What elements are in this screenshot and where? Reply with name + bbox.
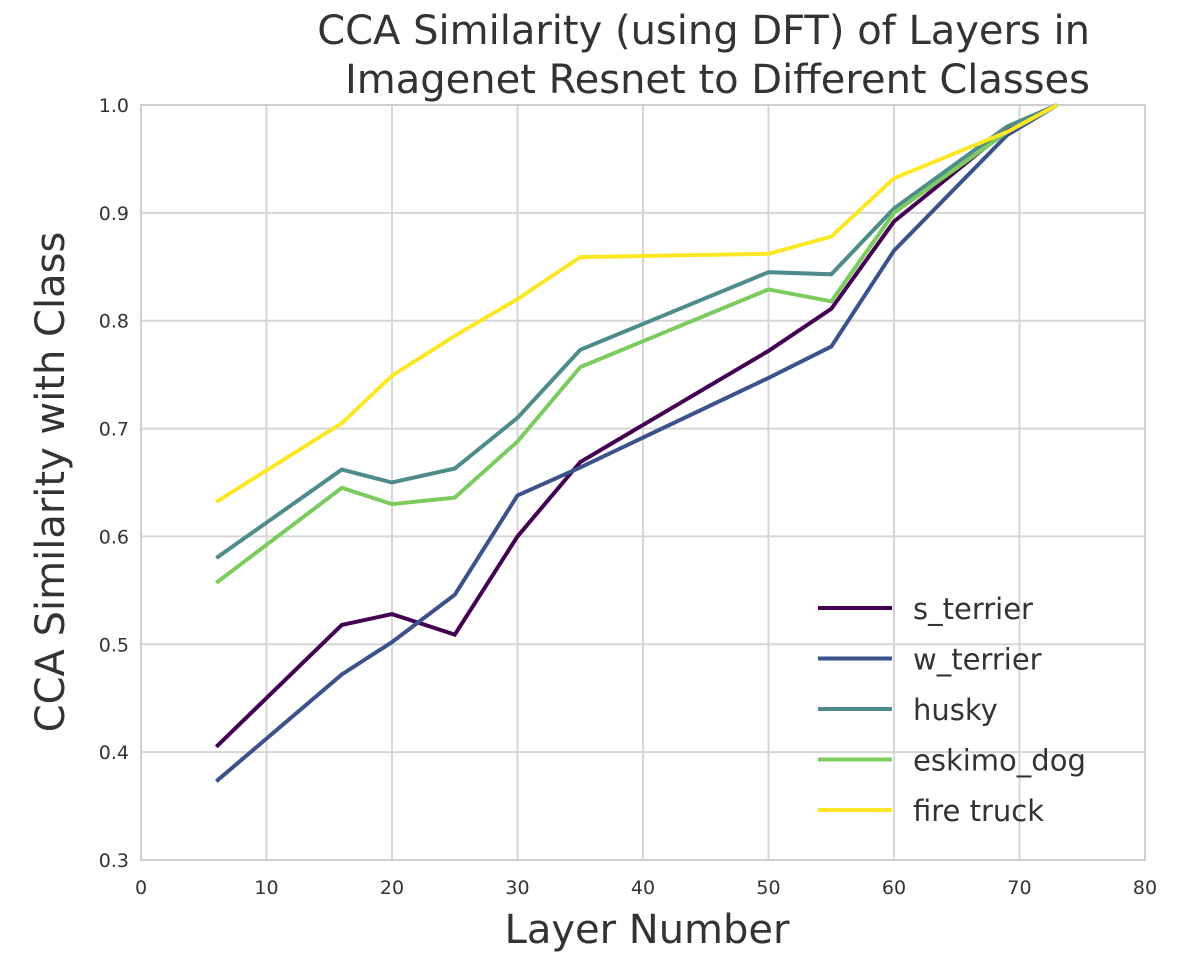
y-tick-label: 1.0 [99, 95, 129, 117]
legend-label-w-terrier: w_terrier [913, 643, 1042, 677]
x-tick-label: 10 [254, 877, 278, 899]
series-lines [214, 103, 1059, 783]
series-line-eskimo-dog [215, 103, 1059, 585]
chart-title: CCA Similarity (using DFT) of Layers in … [317, 8, 1090, 103]
y-tick-label: 0.8 [99, 311, 129, 333]
legend-label-husky: husky [913, 693, 998, 727]
y-axis-label: CCA Similarity with Class [28, 232, 74, 733]
series-line-fire-truck [215, 103, 1059, 504]
y-tick-label: 0.9 [99, 203, 129, 225]
y-tick-label: 0.5 [99, 634, 129, 656]
x-tick-label: 0 [135, 877, 147, 899]
chart-title-line-1: CCA Similarity (using DFT) of Layers in [317, 8, 1090, 54]
x-tick-label: 20 [380, 877, 404, 899]
legend-label-fire-truck: fire truck [913, 794, 1044, 828]
x-tick-label: 50 [756, 877, 780, 899]
y-tick-label: 0.4 [99, 742, 129, 764]
legend-label-s-terrier: s_terrier [913, 592, 1033, 626]
x-tick-label: 60 [882, 877, 906, 899]
y-tick-label: 0.7 [99, 419, 129, 441]
x-axis-label: Layer Number [505, 907, 790, 953]
x-tick-label: 80 [1133, 877, 1157, 899]
y-axis-ticks: 0.3 0.4 0.5 0.6 0.7 0.8 0.9 1.0 [99, 95, 129, 872]
series-line-s-terrier [214, 103, 1059, 749]
x-tick-label: 40 [631, 877, 655, 899]
x-tick-label: 70 [1007, 877, 1031, 899]
series-line-husky [215, 103, 1058, 560]
y-tick-label: 0.3 [99, 850, 129, 872]
y-tick-label: 0.6 [99, 526, 129, 548]
series-line-w-terrier [215, 103, 1059, 783]
legend-label-eskimo-dog: eskimo_dog [913, 744, 1086, 778]
x-tick-label: 30 [505, 877, 529, 899]
chart-title-line-2: Imagenet Resnet to Different Classes [345, 57, 1090, 103]
x-axis-ticks: 0 10 20 30 40 50 60 70 80 [135, 877, 1157, 899]
plot-frame [140, 104, 1146, 861]
